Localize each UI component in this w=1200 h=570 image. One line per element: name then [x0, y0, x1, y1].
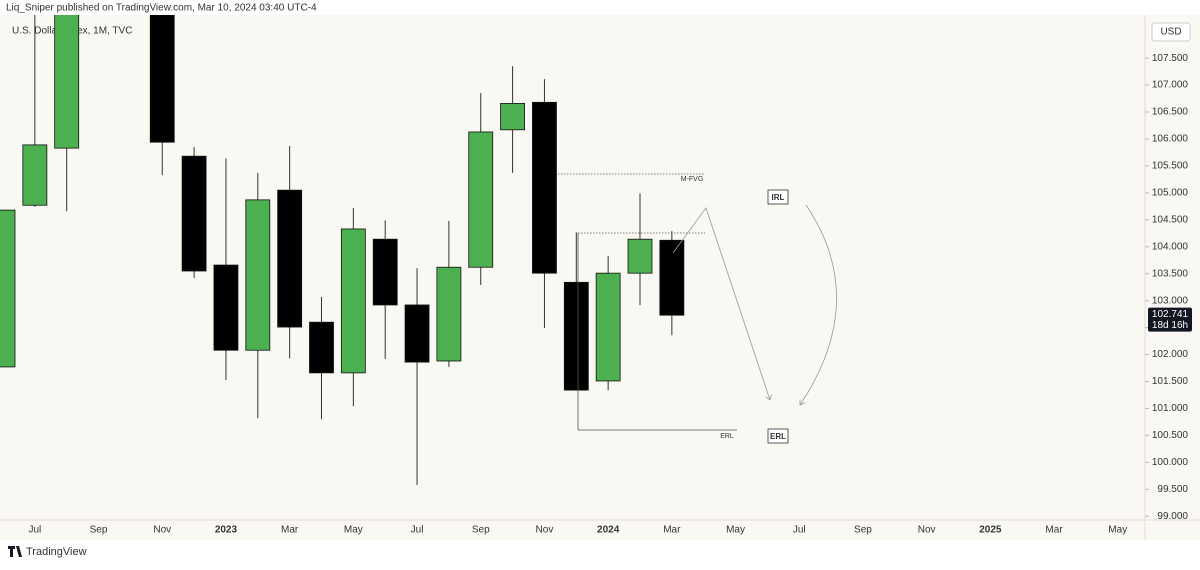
- candle-body: [468, 131, 494, 268]
- candle-body: [277, 189, 303, 328]
- candle-body: [245, 199, 271, 351]
- last-price-box: [1148, 307, 1192, 332]
- footer-brand: TradingView: [26, 546, 87, 558]
- candle-body: [22, 144, 48, 206]
- y-tick-label: 107.500: [1152, 53, 1189, 64]
- x-tick-label: May: [1108, 525, 1127, 536]
- y-tick-label: 100.500: [1152, 430, 1189, 441]
- annotation: IRL: [772, 193, 785, 202]
- y-tick-label: 101.000: [1152, 403, 1189, 414]
- y-tick-label: 99.000: [1157, 511, 1188, 522]
- candle-body: [0, 209, 16, 368]
- currency-label: USD: [1160, 27, 1181, 38]
- y-tick-label: 103.500: [1152, 268, 1189, 279]
- candle-body: [532, 101, 557, 274]
- curve-arrow: [800, 204, 837, 405]
- x-tick-label: Nov: [918, 525, 936, 536]
- x-tick-label: 2025: [979, 525, 1002, 536]
- candle-body: [500, 102, 526, 131]
- candle-body: [659, 239, 685, 316]
- x-tick-label: Sep: [854, 525, 872, 536]
- y-tick-label: 106.500: [1152, 107, 1189, 118]
- x-tick-label: Jul: [411, 525, 424, 536]
- x-tick-label: Jul: [28, 525, 41, 536]
- y-tick-label: 104.000: [1152, 241, 1189, 252]
- y-tick-label: 105.500: [1152, 161, 1189, 172]
- y-tick-label: 106.000: [1152, 134, 1189, 145]
- candle-body: [627, 238, 653, 274]
- x-tick-label: Mar: [281, 525, 299, 536]
- y-tick-label: 103.000: [1152, 295, 1189, 306]
- candle-body: [181, 155, 207, 272]
- candle-body: [595, 272, 621, 382]
- x-tick-label: Sep: [90, 525, 108, 536]
- candle-body: [436, 266, 462, 362]
- brand-logo: [8, 546, 22, 557]
- candle-body: [372, 238, 398, 306]
- candle-body: [340, 228, 366, 374]
- candles: [0, 15, 685, 485]
- candle-body: [213, 264, 239, 351]
- annotation: ERL: [720, 433, 734, 440]
- annotation: ERL: [770, 432, 786, 441]
- annotation: M-FVG: [681, 176, 704, 183]
- x-tick-label: Nov: [536, 525, 554, 536]
- candle-body: [149, 15, 175, 143]
- y-tick-label: 105.000: [1152, 187, 1189, 198]
- x-tick-label: Nov: [153, 525, 171, 536]
- candle-body: [54, 15, 80, 149]
- x-tick-label: Mar: [663, 525, 681, 536]
- x-tick-label: 2024: [597, 525, 620, 536]
- last-price-label: 102.741: [1152, 309, 1189, 320]
- irl-box: [767, 189, 789, 205]
- projection-arrow: [672, 207, 770, 400]
- candle-body: [563, 281, 589, 391]
- countdown-label: 18d 16h: [1152, 320, 1188, 331]
- footer-bar: [0, 540, 1200, 565]
- erl-box: [767, 428, 789, 444]
- candle-body: [309, 321, 334, 374]
- x-tick-label: Mar: [1045, 525, 1063, 536]
- publisher-line: Liq_Sniper published on TradingView.com,…: [6, 3, 317, 14]
- y-tick-label: 104.500: [1152, 214, 1189, 225]
- y-tick-label: 101.500: [1152, 376, 1189, 387]
- candle-body: [404, 304, 430, 363]
- y-tick-label: 107.000: [1152, 80, 1189, 91]
- x-tick-label: May: [344, 525, 363, 536]
- x-tick-label: 2023: [215, 525, 238, 536]
- x-tick-label: Jul: [793, 525, 806, 536]
- y-tick-label: 102.000: [1152, 349, 1189, 360]
- x-tick-label: Sep: [472, 525, 490, 536]
- currency-box: [1151, 22, 1191, 42]
- y-tick-label: 99.500: [1157, 484, 1188, 495]
- drawings: [558, 173, 837, 444]
- y-tick-label: 100.000: [1152, 457, 1189, 468]
- x-tick-label: May: [726, 525, 745, 536]
